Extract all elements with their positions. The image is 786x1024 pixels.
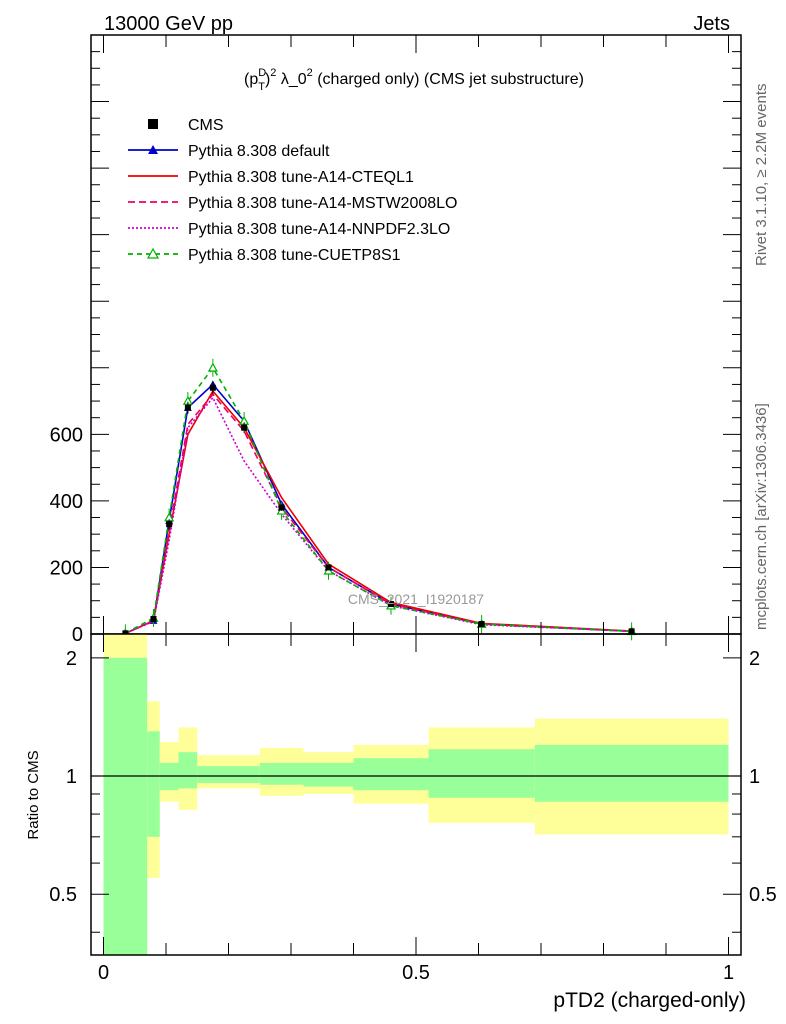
data-point bbox=[184, 404, 191, 411]
chart-title: (pD T)2 λ_02 (charged only) (CMS jet subs… bbox=[244, 67, 584, 93]
ratio-axes: 0 0.5 1 0.5 0.5 1 1 2 2 bbox=[49, 633, 777, 984]
ratio-band-inner bbox=[353, 758, 429, 791]
ratio-tick-label-left: 0.5 bbox=[49, 884, 77, 906]
data-point bbox=[628, 628, 635, 635]
mcplots-label: mcplots.cern.ch [arXiv:1306.3436] bbox=[753, 403, 770, 630]
main-content bbox=[120, 358, 637, 643]
rivet-label: Rivet 3.1.10, ≥ 2.2M events bbox=[753, 84, 770, 267]
legend-marker bbox=[146, 247, 160, 259]
svg-text:(pDT)2 λ_02 (charged only) (CM: (pD T)2 λ_02 (charged only) (CMS jet subs… bbox=[244, 67, 584, 93]
ratio-band-inner bbox=[534, 744, 729, 802]
category-label: Jets bbox=[693, 13, 730, 35]
ratio-band-inner bbox=[428, 749, 535, 798]
ratio-panel: 0 0.5 1 0.5 0.5 1 1 2 2 Ratio to CMS bbox=[25, 633, 777, 984]
x-tick-label: 1 bbox=[723, 962, 734, 984]
watermark: CMS_2021_I1920187 bbox=[348, 591, 484, 607]
title-part-b: ) bbox=[265, 71, 270, 88]
legend-label: Pythia 8.308 tune-CUETP8S1 bbox=[188, 247, 401, 264]
data-point bbox=[478, 621, 485, 628]
title-sub-1: T bbox=[258, 81, 265, 93]
ratio-tick-label-left: 2 bbox=[66, 648, 77, 670]
x-tick-label: 0.5 bbox=[402, 962, 430, 984]
ratio-band-inner bbox=[103, 657, 148, 955]
data-point bbox=[150, 616, 157, 623]
data-point bbox=[209, 384, 216, 391]
legend-label: CMS bbox=[188, 117, 224, 134]
energy-label: 13000 GeV pp bbox=[104, 13, 233, 35]
ratio-tick-label-left: 1 bbox=[66, 766, 77, 788]
ratio-band-inner bbox=[178, 752, 198, 789]
series-line-2 bbox=[125, 393, 632, 635]
data-point bbox=[278, 504, 285, 511]
ratio-tick-label-right: 2 bbox=[749, 648, 760, 670]
title-part-c: λ_0 bbox=[276, 71, 306, 88]
ratio-band-inner bbox=[303, 762, 354, 787]
title-sup-1: D bbox=[258, 67, 266, 79]
ratio-tick-label-right: 1 bbox=[749, 766, 760, 788]
legend-label: Pythia 8.308 default bbox=[188, 143, 330, 160]
legend-marker-data bbox=[148, 119, 158, 129]
y-tick-label: 200 bbox=[50, 557, 83, 579]
y-tick-label: 0 bbox=[72, 624, 83, 646]
data-point bbox=[166, 521, 173, 528]
series-marker-4 bbox=[207, 362, 218, 372]
main-panel: CMS_2021_I1920187 (pD T)2 λ_02 (charged o… bbox=[50, 34, 742, 646]
legend-label: Pythia 8.308 tune-A14-NNPDF2.3LO bbox=[188, 221, 450, 238]
legend: CMS Pythia 8.308 default Pythia 8.308 tune… bbox=[128, 117, 457, 264]
data-point bbox=[388, 601, 394, 608]
data-point bbox=[241, 424, 248, 431]
ratio-band-inner bbox=[197, 766, 229, 783]
y-tick-label: 600 bbox=[50, 424, 83, 446]
title-part-d: (charged only) (CMS jet substructure) bbox=[313, 71, 584, 88]
data-point bbox=[325, 564, 332, 571]
title-part-a: (p bbox=[244, 71, 258, 88]
x-axis-label: pTD2 (charged-only) bbox=[553, 989, 746, 1012]
ratio-content bbox=[91, 634, 741, 955]
title-sup-2: 2 bbox=[270, 67, 276, 79]
ratio-band-inner bbox=[228, 766, 260, 783]
legend-label: Pythia 8.308 tune-A14-MSTW2008LO bbox=[188, 195, 457, 212]
ratio-band-inner bbox=[259, 762, 304, 785]
y-tick-label: 400 bbox=[50, 491, 83, 513]
title-sup-3: 2 bbox=[307, 67, 313, 79]
ratio-band-inner bbox=[147, 731, 160, 837]
legend-label: Pythia 8.308 tune-A14-CTEQL1 bbox=[188, 169, 414, 186]
legend-marker bbox=[148, 145, 158, 154]
ratio-tick-label-right: 0.5 bbox=[749, 884, 777, 906]
x-tick-label: 0 bbox=[98, 962, 109, 984]
ratio-axis-label: Ratio to CMS bbox=[25, 750, 42, 839]
